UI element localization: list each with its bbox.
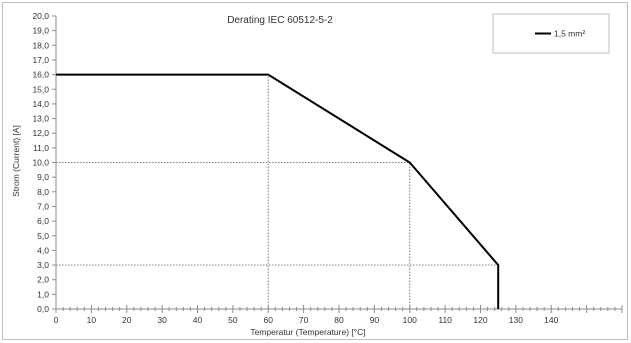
y-tick-label: 12,0 — [32, 128, 49, 138]
series-layer — [56, 73, 500, 309]
x-tick-label: 130 — [509, 315, 523, 325]
y-tick-label: 16,0 — [32, 70, 49, 80]
x-tick-label: 90 — [370, 315, 380, 325]
y-tick-label: 4,0 — [37, 245, 49, 255]
series-line — [56, 73, 500, 309]
chart-title: Derating IEC 60512-5-2 — [227, 15, 333, 26]
x-axis-title: Temperatur (Temperature) [°C] — [250, 327, 365, 337]
y-tick-label: 14,0 — [32, 99, 49, 109]
x-tick-label: 140 — [544, 315, 558, 325]
x-tick-label: 30 — [157, 315, 167, 325]
y-tick-label: 11,0 — [33, 143, 49, 153]
y-tick-label: 0,0 — [37, 304, 49, 314]
y-tick-label: 15,0 — [32, 84, 49, 94]
x-axis: 0 10 20 30 40 50 60 70 80 90 100 110 120 130 140 — [54, 305, 623, 325]
y-tick-label: 20,0 — [32, 11, 49, 21]
chart-frame — [2, 2, 628, 340]
legend-label: 1,5 mm² — [554, 29, 585, 39]
legend: 1,5 mm² — [492, 13, 610, 54]
y-tick-label: 9,0 — [37, 172, 49, 182]
x-tick-label: 40 — [193, 315, 203, 325]
x-tick-label: 100 — [403, 315, 417, 325]
x-tick-label: 0 — [54, 315, 59, 325]
y-tick-label: 6,0 — [37, 216, 49, 226]
y-tick-label: 17,0 — [32, 55, 49, 65]
x-tick-label: 20 — [122, 315, 132, 325]
y-axis-title: Strom (Current) [A] — [11, 125, 21, 197]
x-tick-label: 110 — [438, 315, 452, 325]
y-tick-label: 2,0 — [37, 275, 49, 285]
x-tick-label: 70 — [299, 315, 309, 325]
y-tick-label: 10,0 — [32, 158, 49, 168]
y-tick-label: 5,0 — [37, 231, 49, 241]
y-axis: 0,0 1,0 2,0 3,0 4,0 5,0 6,0 7,0 8,0 9,0 10,0 11,0 12… — [32, 11, 57, 314]
x-tick-label: 10 — [87, 315, 97, 325]
x-tick-label: 80 — [334, 315, 344, 325]
x-tick-label: 50 — [228, 315, 238, 325]
y-tick-label: 8,0 — [37, 187, 49, 197]
y-tick-label: 13,0 — [32, 114, 49, 124]
y-tick-label: 3,0 — [37, 260, 49, 270]
y-tick-label: 19,0 — [32, 26, 49, 36]
y-tick-label: 1,0 — [37, 289, 49, 299]
reference-lines — [56, 74, 499, 309]
y-tick-label: 18,0 — [32, 40, 49, 50]
x-tick-label: 60 — [264, 315, 274, 325]
x-tick-label: 120 — [473, 315, 487, 325]
y-tick-label: 7,0 — [37, 201, 49, 211]
